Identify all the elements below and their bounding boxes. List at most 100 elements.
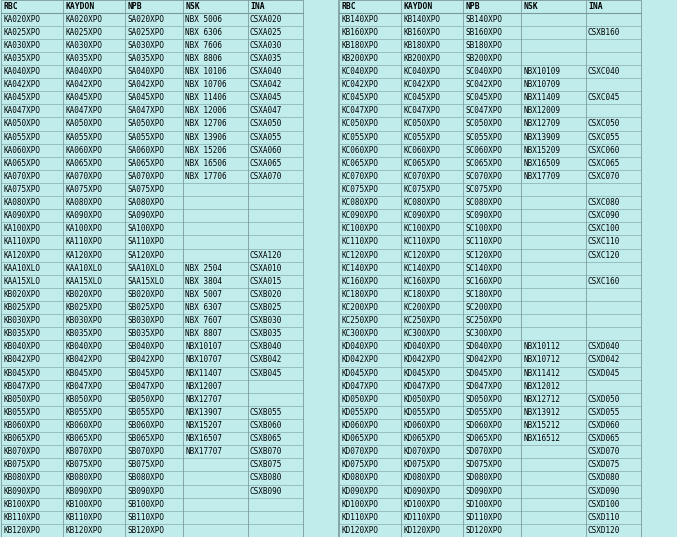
Text: CSXC160: CSXC160: [588, 277, 620, 286]
Text: NPB: NPB: [465, 2, 479, 11]
Text: SC050XPO: SC050XPO: [465, 119, 502, 128]
Text: SD050XPO: SD050XPO: [465, 395, 502, 404]
Text: NBX 15206: NBX 15206: [185, 146, 227, 155]
Text: SA090XPO: SA090XPO: [127, 211, 164, 220]
Text: SA045XPO: SA045XPO: [127, 93, 164, 102]
Text: KD040XPO: KD040XPO: [403, 343, 440, 351]
Text: NBX 7606: NBX 7606: [185, 41, 222, 50]
Text: KA047XPO: KA047XPO: [3, 106, 40, 115]
Text: NBX17707: NBX17707: [185, 447, 222, 456]
Text: KB040XPO: KB040XPO: [65, 343, 102, 351]
Text: NBX13912: NBX13912: [523, 408, 560, 417]
Text: SA042XPO: SA042XPO: [127, 80, 164, 89]
Text: CSXD042: CSXD042: [588, 355, 620, 365]
Text: KAA15XLO: KAA15XLO: [3, 277, 40, 286]
Text: SA050XPO: SA050XPO: [127, 119, 164, 128]
Text: KA070XPO: KA070XPO: [3, 172, 40, 181]
Text: KC075XPO: KC075XPO: [341, 185, 378, 194]
Text: NBX13909: NBX13909: [523, 133, 560, 142]
Text: CSXA042: CSXA042: [250, 80, 282, 89]
Text: KB180XPO: KB180XPO: [403, 41, 440, 50]
Text: CSXD070: CSXD070: [588, 447, 620, 456]
Text: KC200XPO: KC200XPO: [341, 303, 378, 312]
Text: SC090XPO: SC090XPO: [465, 211, 502, 220]
Text: KD055XPO: KD055XPO: [341, 408, 378, 417]
Text: CSXA055: CSXA055: [250, 133, 282, 142]
Text: KB050XPO: KB050XPO: [3, 395, 40, 404]
Text: NBX 13906: NBX 13906: [185, 133, 227, 142]
Text: KC047XPO: KC047XPO: [403, 106, 440, 115]
Text: KC110XPO: KC110XPO: [403, 237, 440, 246]
Text: CSXA120: CSXA120: [250, 251, 282, 259]
Text: SB075XPO: SB075XPO: [127, 460, 164, 469]
Text: KB120XPO: KB120XPO: [3, 526, 40, 535]
Text: CSXD065: CSXD065: [588, 434, 620, 443]
Text: SC300XPO: SC300XPO: [465, 329, 502, 338]
Text: SA075XPO: SA075XPO: [127, 185, 164, 194]
Text: KB025XPO: KB025XPO: [3, 303, 40, 312]
Text: CSXC040: CSXC040: [588, 67, 620, 76]
Text: CSXB045: CSXB045: [250, 368, 282, 378]
Text: KD090XPO: KD090XPO: [403, 487, 440, 496]
Text: KB020XPO: KB020XPO: [65, 290, 102, 299]
Text: SC075XPO: SC075XPO: [465, 185, 502, 194]
Text: CSXD055: CSXD055: [588, 408, 620, 417]
Text: NPB: NPB: [127, 2, 141, 11]
Text: KC180XPO: KC180XPO: [341, 290, 378, 299]
Text: KA065XPO: KA065XPO: [3, 159, 40, 168]
Text: RBC: RBC: [3, 2, 18, 11]
Text: CSXD120: CSXD120: [588, 526, 620, 535]
Text: CSXB025: CSXB025: [250, 303, 282, 312]
Text: KB055XPO: KB055XPO: [65, 408, 102, 417]
Text: CSXD060: CSXD060: [588, 421, 620, 430]
Text: SD120XPO: SD120XPO: [465, 526, 502, 535]
Text: SB065XPO: SB065XPO: [127, 434, 164, 443]
Text: KB090XPO: KB090XPO: [65, 487, 102, 496]
Text: KB160XPO: KB160XPO: [341, 28, 378, 37]
Text: CSXC045: CSXC045: [588, 93, 620, 102]
Text: SC200XPO: SC200XPO: [465, 303, 502, 312]
Text: KC060XPO: KC060XPO: [403, 146, 440, 155]
Text: KB080XPO: KB080XPO: [65, 474, 102, 482]
Text: SA030XPO: SA030XPO: [127, 41, 164, 50]
Text: KC070XPO: KC070XPO: [341, 172, 378, 181]
Text: CSXB042: CSXB042: [250, 355, 282, 365]
Text: KD100XPO: KD100XPO: [403, 500, 440, 509]
Text: KD110XPO: KD110XPO: [403, 513, 440, 522]
Text: KB060XPO: KB060XPO: [65, 421, 102, 430]
Text: KA080XPO: KA080XPO: [3, 198, 40, 207]
Text: KB040XPO: KB040XPO: [3, 343, 40, 351]
Text: CSXD075: CSXD075: [588, 460, 620, 469]
Text: KD045XPO: KD045XPO: [403, 368, 440, 378]
Text: KC050XPO: KC050XPO: [403, 119, 440, 128]
Text: KD047XPO: KD047XPO: [403, 382, 440, 391]
Text: SB090XPO: SB090XPO: [127, 487, 164, 496]
Text: KA075XPO: KA075XPO: [3, 185, 40, 194]
Text: KB047XPO: KB047XPO: [3, 382, 40, 391]
Text: KB120XPO: KB120XPO: [65, 526, 102, 535]
Text: INA: INA: [250, 2, 265, 11]
Text: KAYDON: KAYDON: [65, 2, 94, 11]
Text: KC180XPO: KC180XPO: [403, 290, 440, 299]
Text: KA070XPO: KA070XPO: [65, 172, 102, 181]
Text: CSXD090: CSXD090: [588, 487, 620, 496]
Text: KC160XPO: KC160XPO: [403, 277, 440, 286]
Text: NBX 12006: NBX 12006: [185, 106, 227, 115]
Text: KD075XPO: KD075XPO: [341, 460, 378, 469]
Text: SA065XPO: SA065XPO: [127, 159, 164, 168]
Text: CSXB040: CSXB040: [250, 343, 282, 351]
Text: SC042XPO: SC042XPO: [465, 80, 502, 89]
Text: CSXA010: CSXA010: [250, 264, 282, 273]
Text: NBX10109: NBX10109: [523, 67, 560, 76]
Text: KB180XPO: KB180XPO: [341, 41, 378, 50]
Text: SB100XPO: SB100XPO: [127, 500, 164, 509]
Text: SB200XPO: SB200XPO: [465, 54, 502, 63]
Text: KC140XPO: KC140XPO: [341, 264, 378, 273]
Text: NBX12709: NBX12709: [523, 119, 560, 128]
Text: SD100XPO: SD100XPO: [465, 500, 502, 509]
Text: KA047XPO: KA047XPO: [65, 106, 102, 115]
Text: CSXA030: CSXA030: [250, 41, 282, 50]
Text: SD090XPO: SD090XPO: [465, 487, 502, 496]
Text: CSXC060: CSXC060: [588, 146, 620, 155]
Text: KB075XPO: KB075XPO: [3, 460, 40, 469]
